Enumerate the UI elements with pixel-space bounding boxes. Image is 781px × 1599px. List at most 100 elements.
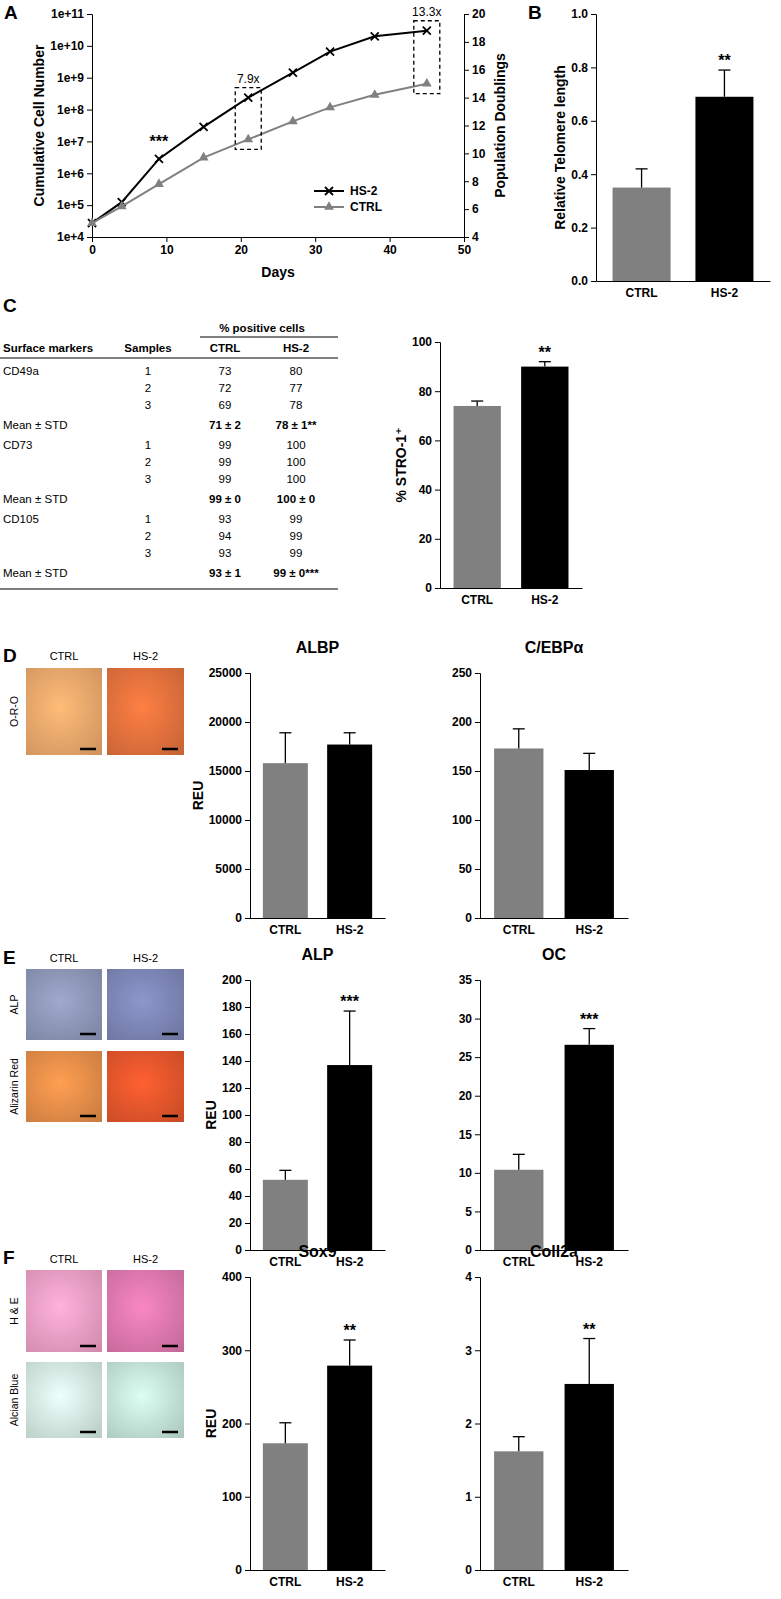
tick: 20000 bbox=[209, 715, 250, 729]
tick-mark bbox=[475, 1277, 480, 1278]
x-axis-title: Days bbox=[261, 264, 295, 280]
table-cell: 94 bbox=[219, 530, 232, 542]
bar bbox=[521, 367, 568, 588]
tick-mark bbox=[475, 1424, 480, 1425]
y-axis: 020406080100 bbox=[412, 335, 441, 595]
scale-bar bbox=[162, 1345, 178, 1348]
tick: 50 bbox=[458, 237, 472, 257]
tick-label: 200 bbox=[222, 973, 242, 987]
scale-bar bbox=[80, 1115, 96, 1118]
table-cell: 1 bbox=[145, 513, 151, 525]
stain-row-label: ALP bbox=[8, 995, 20, 1015]
tick: 60 bbox=[229, 1162, 250, 1176]
tick-mark bbox=[475, 771, 480, 772]
tick-mark bbox=[245, 771, 250, 772]
stain-panel: CTRLHS-2H & EAlcian Blue bbox=[8, 1253, 184, 1438]
tick: 20 bbox=[459, 1089, 480, 1103]
tick-mark bbox=[475, 1057, 480, 1058]
table-cell: Mean ± STD bbox=[3, 493, 67, 505]
tick-label: 1.0 bbox=[571, 7, 588, 21]
chart-title: C/EBPα bbox=[525, 639, 584, 656]
tick: HS-2 bbox=[576, 923, 604, 937]
stain-column-label: CTRL bbox=[50, 952, 79, 964]
error-cap bbox=[636, 168, 648, 169]
tick: HS-2 bbox=[336, 1255, 364, 1269]
tick-mark bbox=[464, 42, 469, 43]
tick-label: HS-2 bbox=[711, 286, 739, 300]
tick-label: 10000 bbox=[209, 813, 243, 827]
error-bar bbox=[513, 1437, 525, 1452]
tick-mark bbox=[435, 440, 440, 441]
bar bbox=[327, 1366, 372, 1570]
tick: 2 bbox=[465, 1417, 480, 1431]
tick-label: 3 bbox=[465, 1344, 472, 1358]
fold-box bbox=[235, 88, 261, 150]
tick: 1e+10 bbox=[50, 39, 92, 53]
tick: 6 bbox=[464, 202, 479, 216]
error-stem bbox=[589, 1339, 590, 1384]
tick: HS-2 bbox=[576, 1255, 604, 1269]
x-axis: CTRLHS-2 bbox=[251, 1571, 386, 1589]
tick-mark bbox=[464, 153, 469, 154]
axis-line bbox=[87, 15, 93, 238]
tick: 1e+5 bbox=[57, 198, 92, 212]
tick-label: 40 bbox=[419, 483, 433, 497]
scale-bar bbox=[80, 1033, 96, 1036]
bar bbox=[263, 1180, 308, 1250]
bar bbox=[263, 1443, 308, 1570]
panel-label: A bbox=[4, 2, 18, 23]
table: % positive cellsSurface markersSamplesCT… bbox=[0, 322, 338, 589]
tick: CTRL bbox=[269, 1255, 301, 1269]
panel-label: B bbox=[528, 2, 542, 23]
y-axis: 020406080100120140160180200 bbox=[222, 973, 251, 1257]
series-marker bbox=[200, 123, 208, 131]
y-axis-title: Relative Telomere length bbox=[552, 65, 568, 230]
error-bar bbox=[344, 1011, 356, 1065]
axis-line bbox=[597, 281, 771, 282]
bar bbox=[565, 1384, 614, 1570]
tick-mark bbox=[245, 1223, 250, 1224]
x-axis: CTRLHS-2 bbox=[597, 282, 771, 300]
tick-label: 100 bbox=[222, 1490, 242, 1504]
tick: 30 bbox=[309, 237, 323, 257]
stain-column-label: HS-2 bbox=[133, 952, 158, 964]
tick-mark bbox=[464, 70, 469, 71]
table-cell: CD105 bbox=[3, 513, 39, 525]
tick-mark bbox=[591, 67, 596, 68]
tick-label: CTRL bbox=[269, 1575, 301, 1589]
tick-label: 6 bbox=[472, 202, 479, 216]
chart-title: OC bbox=[542, 946, 566, 963]
tick-mark bbox=[87, 173, 92, 174]
error-stem bbox=[285, 1423, 286, 1444]
error-bar bbox=[279, 1423, 291, 1444]
table-cell: 71 ± 2 bbox=[209, 419, 241, 431]
tick: 0.8 bbox=[571, 61, 596, 75]
error-stem bbox=[518, 1154, 519, 1169]
bar-chart: 0500010000150002000025000CTRLHS-2ALBP bbox=[209, 639, 386, 937]
y-axis: 050100150200250 bbox=[452, 666, 481, 925]
error-bar bbox=[279, 1170, 291, 1179]
tick: 40 bbox=[229, 1189, 250, 1203]
tick-mark bbox=[87, 141, 92, 142]
tick-mark bbox=[435, 539, 440, 540]
error-bar bbox=[583, 1029, 595, 1045]
tick: 16 bbox=[464, 63, 486, 77]
tick: HS-2 bbox=[336, 923, 364, 937]
stain-image bbox=[107, 1051, 184, 1122]
series-marker bbox=[289, 69, 297, 77]
series-marker bbox=[325, 102, 335, 111]
axis-line bbox=[245, 981, 251, 1251]
tick-mark bbox=[475, 1173, 480, 1174]
tick-mark bbox=[245, 1007, 250, 1008]
tick-label: 180 bbox=[222, 1000, 242, 1014]
tick-mark bbox=[464, 209, 469, 210]
plot-area bbox=[494, 729, 614, 918]
tick-label: 0.4 bbox=[571, 168, 588, 182]
table-header: Samples bbox=[124, 342, 171, 354]
error-cap bbox=[583, 753, 595, 754]
table-cell: 99 bbox=[219, 456, 232, 468]
error-cap bbox=[539, 361, 551, 362]
tick-mark bbox=[245, 980, 250, 981]
tick-mark bbox=[245, 1142, 250, 1143]
table-cell: 69 bbox=[219, 399, 232, 411]
